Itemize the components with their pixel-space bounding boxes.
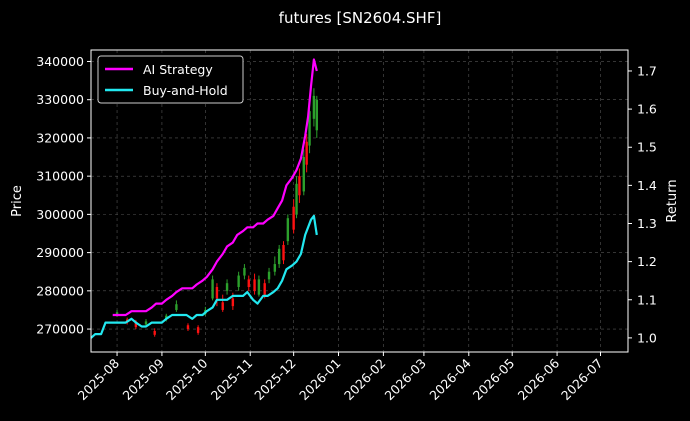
candle-body <box>257 279 261 295</box>
candlesticks <box>115 88 319 337</box>
y-axis-left: 270000 280000 290000 300000 310000 320000 3300… <box>36 54 91 337</box>
y-left-tick-label: 300000 <box>36 207 84 222</box>
candle-body <box>295 183 298 215</box>
candle-body <box>282 244 285 261</box>
candle-body <box>186 325 190 330</box>
y-right-tick-label: 1.3 <box>637 216 657 231</box>
y-axis-right-label: Return <box>665 179 680 222</box>
candle-body <box>292 206 295 230</box>
candle-body <box>277 248 281 265</box>
buy-and-hold-line <box>90 214 318 339</box>
series-lines <box>90 58 318 339</box>
legend-buy-and-hold-label: Buy-and-Hold <box>143 83 228 98</box>
candle-body <box>175 304 178 310</box>
candle-body <box>298 176 301 196</box>
candle-body <box>267 271 271 280</box>
candle-body <box>196 327 200 333</box>
candle-body <box>221 302 224 310</box>
candle-body <box>225 283 229 291</box>
candle-body <box>231 298 235 307</box>
candle-body <box>215 287 219 299</box>
candle-body <box>144 321 148 325</box>
y-right-tick-label: 1.0 <box>637 330 657 345</box>
y-right-tick-label: 1.5 <box>637 140 657 155</box>
candle-body <box>253 279 256 291</box>
y-right-tick-label: 1.2 <box>637 254 657 269</box>
y-left-tick-label: 330000 <box>36 92 84 107</box>
candle-body <box>308 111 311 146</box>
y-right-tick-label: 1.7 <box>637 63 657 78</box>
chart-title: futures [SN2604.SHF] <box>279 9 442 27</box>
y-left-tick-label: 320000 <box>36 130 84 145</box>
candle-body <box>243 267 246 276</box>
y-right-tick-label: 1.4 <box>637 178 657 193</box>
y-left-tick-label: 310000 <box>36 169 84 184</box>
legend-box <box>97 55 244 104</box>
plot-frame <box>90 49 629 353</box>
legend: AI Strategy Buy-and-Hold <box>97 55 244 104</box>
ai-strategy-line <box>112 58 318 317</box>
candle-body <box>286 218 290 242</box>
y-left-tick-label: 340000 <box>36 54 84 69</box>
candle-body <box>312 95 316 119</box>
y-right-tick-label: 1.1 <box>637 292 657 307</box>
candle-body <box>153 330 156 335</box>
legend-ai-strategy-label: AI Strategy <box>143 62 213 77</box>
candle-body <box>263 283 266 295</box>
y-axis-right: 1.0 1.1 1.2 1.3 1.4 1.5 1.6 1.7 <box>628 63 657 345</box>
candle-body <box>115 312 119 315</box>
candle-body <box>273 264 277 272</box>
y-axis-left-label: Price <box>10 185 25 217</box>
candle-body <box>315 99 319 131</box>
candle-body <box>211 279 214 299</box>
y-left-tick-label: 270000 <box>36 322 84 337</box>
candle-body <box>237 275 240 288</box>
candle-body <box>247 279 250 288</box>
y-left-tick-label: 280000 <box>36 283 84 298</box>
candle-body <box>134 321 138 328</box>
y-left-tick-label: 290000 <box>36 245 84 260</box>
y-right-tick-label: 1.6 <box>637 102 657 117</box>
candle-body <box>302 157 305 192</box>
candle-body <box>305 141 308 165</box>
